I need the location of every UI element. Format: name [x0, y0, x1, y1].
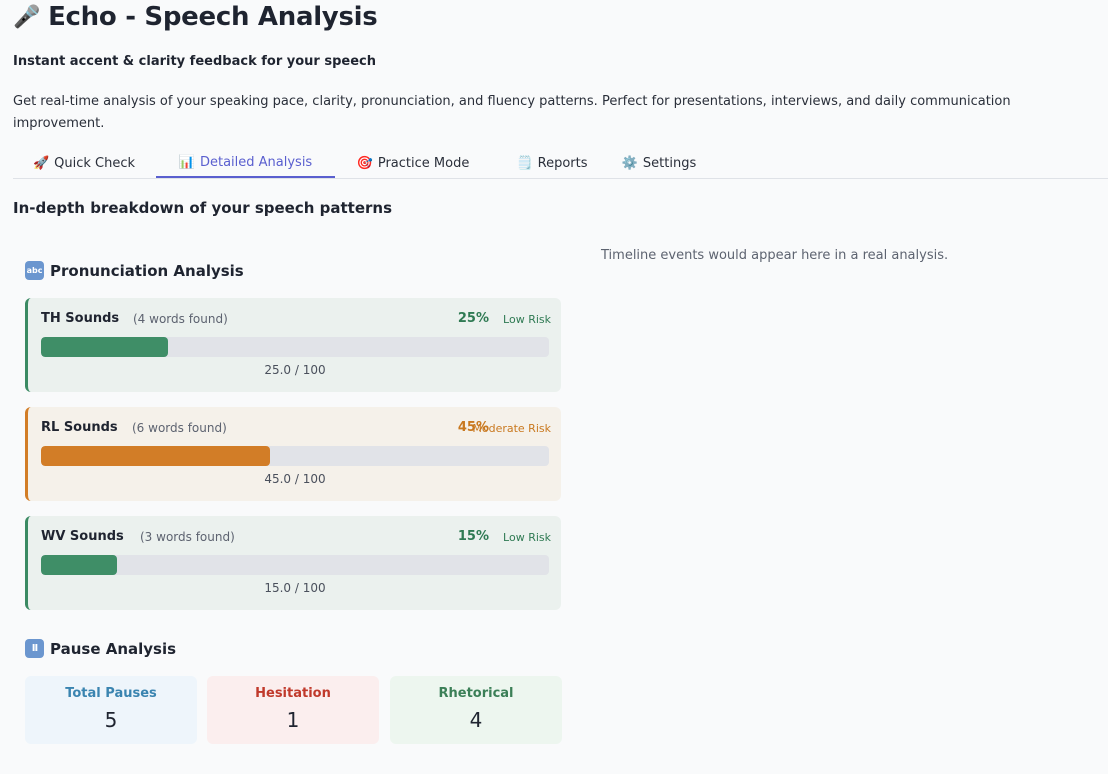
sound-percent: 25%	[457, 311, 489, 326]
tab-label: Detailed Analysis	[199, 154, 313, 170]
stat-value: 5	[104, 708, 118, 732]
microphone-icon: 🎤	[13, 4, 41, 30]
abc-icon: abc	[25, 261, 44, 280]
tab-practice-mode[interactable]: 🎯 Practice Mode	[342, 148, 484, 178]
app-title: 🎤 Echo - Speech Analysis	[13, 0, 378, 34]
stat-hesitation: Hesitation 1	[207, 676, 379, 744]
tab-detailed-analysis[interactable]: 📊 Detailed Analysis	[156, 148, 335, 178]
tab-settings[interactable]: ⚙️ Settings	[609, 148, 709, 178]
stat-total-pauses: Total Pauses 5	[25, 676, 197, 744]
stat-value: 1	[286, 708, 300, 732]
tab-label: Settings	[642, 155, 697, 171]
tab-reports[interactable]: 🗒️ Reports	[502, 148, 602, 178]
app-title-text: Echo - Speech Analysis	[48, 2, 378, 32]
notepad-icon: 🗒️	[516, 155, 533, 171]
sound-percent: 15%	[457, 529, 489, 544]
stat-rhetorical: Rhetorical 4	[390, 676, 562, 744]
score-bar-fill	[41, 555, 118, 575]
score-label: 15.0 / 100	[264, 581, 326, 595]
stat-label: Rhetorical	[438, 686, 514, 701]
risk-badge: Low Risk	[503, 313, 551, 326]
tab-bar: 🚀 Quick Check 📊 Detailed Analysis 🎯 Prac…	[13, 148, 1108, 179]
target-icon: 🎯	[356, 155, 373, 171]
gear-icon: ⚙️	[621, 155, 638, 171]
stat-value: 4	[469, 708, 483, 732]
sound-word-count: (6 words found)	[132, 421, 227, 435]
sound-name: RL Sounds	[41, 420, 118, 435]
score-bar	[41, 337, 549, 357]
score-bar	[41, 446, 549, 466]
sound-card-th: TH Sounds (4 words found) 25% Low Risk 2…	[25, 298, 561, 392]
pronunciation-title: abc Pronunciation Analysis	[25, 261, 244, 280]
tab-label: Reports	[537, 155, 588, 171]
score-bar-fill	[41, 337, 168, 357]
section-heading: In-depth breakdown of your speech patter…	[13, 199, 393, 217]
sound-card-rl: RL Sounds (6 words found) 45% Moderate R…	[25, 407, 561, 501]
score-label: 45.0 / 100	[264, 472, 326, 486]
pause-analysis-title: II Pause Analysis	[25, 639, 176, 658]
tab-label: Quick Check	[54, 155, 136, 171]
pause-icon: II	[25, 639, 44, 658]
score-bar-fill	[41, 446, 270, 466]
pronunciation-title-text: Pronunciation Analysis	[50, 261, 244, 280]
stat-label: Hesitation	[255, 686, 331, 701]
risk-badge: Moderate Risk	[472, 422, 551, 435]
sound-name: TH Sounds	[41, 311, 120, 326]
risk-badge: Low Risk	[503, 531, 551, 544]
tab-label: Practice Mode	[377, 155, 470, 171]
sound-word-count: (4 words found)	[133, 312, 228, 326]
sound-percent: 45%	[457, 420, 489, 435]
stat-label: Total Pauses	[65, 686, 157, 701]
sound-word-count: (3 words found)	[140, 530, 235, 544]
score-label: 25.0 / 100	[264, 363, 326, 377]
rocket-icon: 🚀	[32, 155, 50, 171]
sound-card-wv: WV Sounds (3 words found) 15% Low Risk 1…	[25, 516, 561, 610]
score-bar	[41, 555, 549, 575]
tab-quick-check[interactable]: 🚀 Quick Check	[13, 148, 155, 178]
bar-chart-icon: 📊	[178, 154, 195, 170]
app-subtitle: Instant accent & clarity feedback for yo…	[13, 54, 376, 69]
timeline-placeholder: Timeline events would appear here in a r…	[601, 248, 949, 263]
app-description: Get real-time analysis of your speaking …	[13, 94, 1011, 131]
sound-name: WV Sounds	[41, 529, 124, 544]
pause-analysis-title-text: Pause Analysis	[50, 639, 177, 658]
